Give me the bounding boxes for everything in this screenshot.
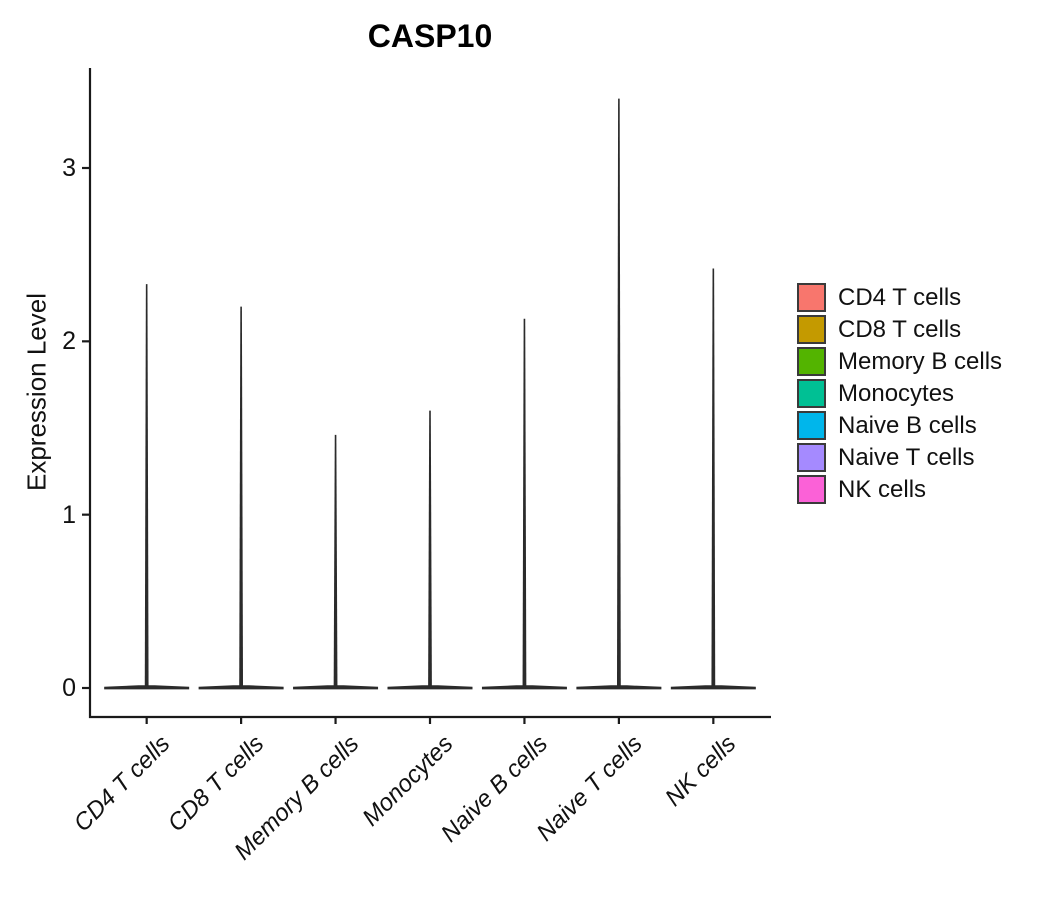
legend-item: Naive B cells [797,411,1002,440]
legend-color-swatch [797,347,826,376]
legend-color-swatch [797,411,826,440]
axis-lines [88,68,771,719]
violin-spike-monocytes [428,410,432,688]
y-tick-label: 2 [62,327,76,356]
violin-spike-naive-b-cells [522,318,527,688]
legend-color-swatch [797,315,826,344]
violin-spike-memory-b-cells [333,434,338,688]
legend-label: NK cells [838,476,927,503]
legend-label: Monocytes [838,380,955,407]
legend-item: CD4 T cells [797,283,1002,312]
y-tick-label: 3 [62,154,76,182]
y-tick-label: 1 [62,500,76,529]
legend-color-swatch [797,283,826,312]
violin-spike-cd8-t-cells [239,306,244,688]
legend-label: Memory B cells [838,348,1003,375]
legend-item: Memory B cells [797,347,1002,376]
legend: CD4 T cells CD8 T cells Memory B cells Mono… [797,283,1002,507]
legend-item: Monocytes [797,379,1002,408]
violin-spike-naive-t-cells [616,98,621,689]
y-tick-label: 0 [62,674,76,702]
legend-color-swatch [797,475,826,504]
legend-label: CD8 T cells [838,316,962,343]
legend-label: CD4 T cells [838,284,962,311]
legend-label: Naive T cells [838,444,975,471]
legend-color-swatch [797,379,826,408]
legend-item: CD8 T cells [797,315,1002,344]
legend-label: Naive B cells [838,412,977,439]
legend-item: NK cells [797,475,1002,504]
legend-item: Naive T cells [797,443,1002,472]
violin-spike-cd4-t-cells [144,284,149,688]
violin-spike-nk-cells [711,268,716,688]
legend-color-swatch [797,443,826,472]
chart-title: CASP10 [367,18,493,54]
